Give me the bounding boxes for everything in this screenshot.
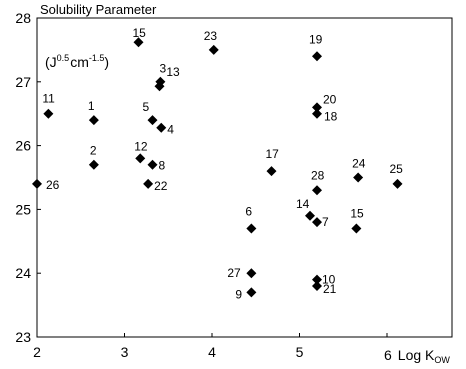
data-point-label: 12 xyxy=(134,139,148,153)
y-axis-unit: (J0.5cm-1.5) xyxy=(45,53,109,70)
data-point-label: 6 xyxy=(245,205,252,219)
y-tick-label: 26 xyxy=(15,138,31,154)
data-point-label: 18 xyxy=(324,110,338,124)
data-point-label: 5 xyxy=(143,100,150,114)
data-point-1 xyxy=(88,115,99,126)
data-point-label: 14 xyxy=(296,197,310,211)
x-tick-label: 3 xyxy=(121,344,129,360)
plot-frame xyxy=(36,17,453,338)
data-point-label: 28 xyxy=(311,168,325,182)
data-point-label: 25 xyxy=(390,162,404,176)
x-tick-label: 4 xyxy=(208,344,216,360)
data-point-25 xyxy=(392,178,403,189)
data-point-label: 20 xyxy=(323,92,337,106)
data-point-20 xyxy=(312,102,322,113)
data-point-label: 19 xyxy=(309,32,323,46)
data-point-18 xyxy=(312,108,322,119)
data-point-7 xyxy=(312,217,322,228)
data-point-label: 15 xyxy=(133,26,147,40)
data-point-12 xyxy=(135,153,146,164)
data-point-label: 22 xyxy=(154,179,168,193)
data-point-28 xyxy=(312,185,322,196)
data-point-label: 27 xyxy=(227,266,241,280)
data-point-label: 8 xyxy=(159,159,166,173)
data-point-label: 10 xyxy=(322,273,336,287)
y-tick-label: 25 xyxy=(15,201,31,217)
y-tick-label: 24 xyxy=(15,265,31,281)
data-point-label: 21 xyxy=(323,282,337,296)
data-point-label: 23 xyxy=(204,29,218,43)
x-tick-label: 5 xyxy=(296,344,304,360)
data-point-15 xyxy=(133,37,144,48)
data-point-8 xyxy=(147,159,158,170)
axis-ticks xyxy=(36,17,388,338)
data-point-23 xyxy=(208,44,219,55)
data-point-4 xyxy=(156,122,167,133)
data-point-10 xyxy=(312,274,322,285)
data-point-22 xyxy=(143,178,154,189)
data-point-6 xyxy=(246,223,257,234)
data-point-label: 2 xyxy=(90,144,97,158)
y-tick-label: 23 xyxy=(15,329,31,345)
chart-title: Solubility Parameter xyxy=(40,2,157,17)
data-point-label: 7 xyxy=(322,215,329,229)
y-tick-label: 27 xyxy=(15,74,31,90)
data-point-label: 9 xyxy=(235,287,242,301)
data-point-17 xyxy=(266,166,277,177)
data-point-label: 17 xyxy=(266,147,280,161)
data-point-2 xyxy=(88,159,99,170)
data-point-label: 13 xyxy=(166,65,180,79)
data-point-11 xyxy=(43,108,54,119)
data-point-13 xyxy=(155,76,166,87)
data-point-19 xyxy=(312,51,322,62)
data-point-label: 24 xyxy=(352,157,366,171)
data-point-15 xyxy=(351,223,362,234)
x-axis-label: 6 Log KOW xyxy=(384,347,450,365)
data-point-14 xyxy=(305,210,315,221)
data-point-27 xyxy=(246,268,257,279)
data-point-label: 1 xyxy=(88,99,95,113)
data-point-5 xyxy=(147,115,158,126)
data-point-label: 4 xyxy=(167,123,174,137)
data-point-label: 26 xyxy=(46,178,60,192)
data-point-21 xyxy=(312,280,322,291)
x-tick-label: 2 xyxy=(33,344,41,360)
data-point-label: 3 xyxy=(160,61,167,75)
data-point-26 xyxy=(32,178,42,189)
y-tick-label: 28 xyxy=(15,10,31,26)
data-point-9 xyxy=(246,287,257,298)
data-point-24 xyxy=(353,172,364,183)
data-point-label: 11 xyxy=(42,92,55,106)
data-point-label: 15 xyxy=(350,207,364,221)
